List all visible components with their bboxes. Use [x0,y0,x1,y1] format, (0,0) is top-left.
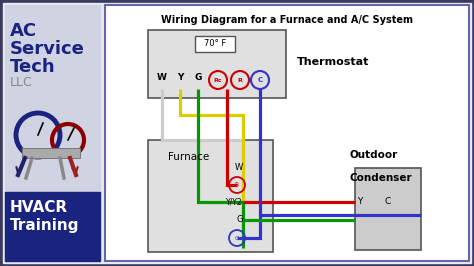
Text: C: C [257,77,263,83]
Text: Y: Y [357,197,363,206]
Text: C: C [235,235,239,240]
Text: Condenser: Condenser [350,173,413,183]
Bar [5,5,100,261]
Text: R: R [235,182,239,188]
Text: 70° F: 70° F [204,39,226,48]
Text: Wiring Diagram for a Furnace and A/C System: Wiring Diagram for a Furnace and A/C Sys… [161,15,413,25]
Text: G: G [194,73,202,82]
Bar [5,192,100,261]
Text: LLC: LLC [10,76,33,89]
Bar [148,30,286,98]
Text: Service: Service [10,40,85,58]
Bar [148,140,273,252]
Text: Y: Y [177,73,183,82]
Text: Thermostat: Thermostat [297,57,369,67]
Bar [105,5,469,261]
Text: Y/Y2: Y/Y2 [227,197,243,206]
Text: W: W [157,73,167,82]
Text: AC: AC [10,22,37,40]
Text: Training: Training [10,218,80,233]
Text: C: C [385,197,391,206]
Text: R: R [237,77,242,82]
Bar [355,168,421,250]
Bar [22,148,80,158]
Text: Furnace: Furnace [168,152,209,162]
Text: HVACR: HVACR [10,200,68,215]
Text: Rc: Rc [214,77,222,82]
Text: Tech: Tech [10,58,55,76]
Text: W: W [235,164,243,172]
Bar [195,36,235,52]
Text: Outdoor: Outdoor [350,150,398,160]
Text: G: G [237,215,243,225]
